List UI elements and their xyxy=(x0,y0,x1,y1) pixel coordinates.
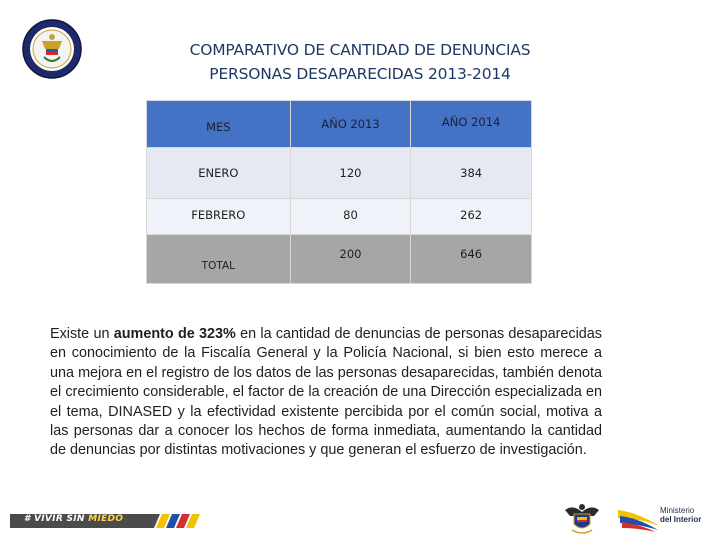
ministry-line-2: del Interior xyxy=(660,515,702,524)
paragraph-rest: en la cantidad de denuncias de personas … xyxy=(50,326,603,459)
header-cell-2014: AÑO 2014 xyxy=(410,100,532,148)
row-label-cell: ENERO xyxy=(146,147,291,199)
page-title: COMPARATIVO DE CANTIDAD DE DENUNCIAS PER… xyxy=(120,38,600,86)
slogan-accent: MIEDO xyxy=(88,514,124,524)
police-eagle-emblem-icon xyxy=(565,504,599,534)
value-cell-2013: 120 xyxy=(289,147,412,199)
slogan-text: # VIVIR SIN MIEDO xyxy=(24,514,123,524)
row-label-cell: FEBRERO xyxy=(146,198,291,235)
ministry-swoosh-logo-icon xyxy=(618,510,660,532)
total-value-2013: 200 xyxy=(289,234,412,284)
title-line-1: COMPARATIVO DE CANTIDAD DE DENUNCIAS xyxy=(189,41,531,59)
slogan-banner xyxy=(10,514,200,528)
total-value-2014: 646 xyxy=(410,234,532,284)
body-paragraph: Existe un aumento de 323% en la cantidad… xyxy=(50,325,602,461)
value-cell-2014: 262 xyxy=(410,198,532,235)
slogan-main: # VIVIR SIN xyxy=(24,514,85,524)
table-row: ENERO 120 384 xyxy=(146,147,532,199)
table-total-row: TOTAL 200 646 xyxy=(146,234,532,284)
value-cell-2013: 80 xyxy=(289,198,412,235)
table-row: FEBRERO 80 262 xyxy=(146,198,532,235)
ministry-label: Ministerio del Interior xyxy=(660,506,701,524)
ministry-line-1: Ministerio xyxy=(660,506,695,515)
paragraph-highlight: aumento de 323% xyxy=(113,326,236,342)
comparison-table: MES AÑO 2013 AÑO 2014 ENERO 120 384 FEBR… xyxy=(146,100,532,284)
police-seal-icon xyxy=(20,17,84,81)
total-label-cell: TOTAL xyxy=(146,234,291,284)
table-header-row: MES AÑO 2013 AÑO 2014 xyxy=(146,100,532,148)
header-cell-mes: MES xyxy=(146,100,291,148)
paragraph-lead: Existe un xyxy=(50,326,110,342)
value-cell-2014: 384 xyxy=(410,147,532,199)
title-line-2: PERSONAS DESAPARECIDAS 2013-2014 xyxy=(209,65,511,83)
header-cell-2013: AÑO 2013 xyxy=(289,100,412,148)
